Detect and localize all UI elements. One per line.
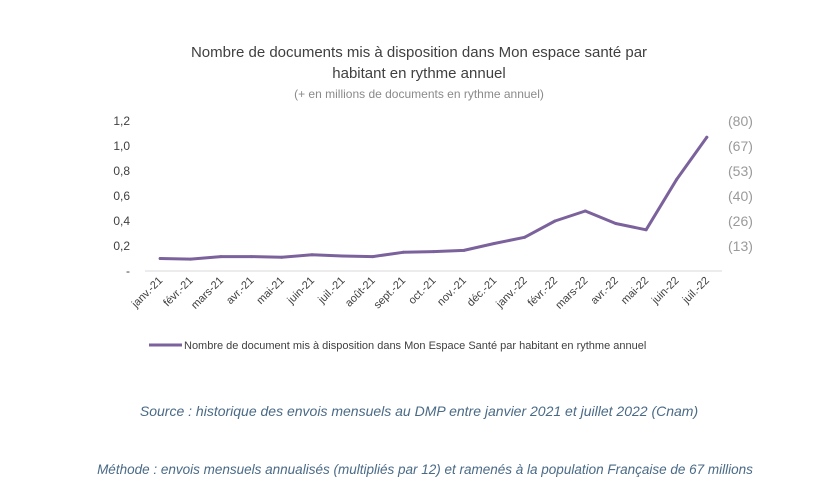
data-point <box>340 254 344 258</box>
x-tick-label: juin-22 <box>649 275 682 308</box>
y-axis-left: - 0,2 0,4 0,6 0,8 1,0 1,2 <box>113 114 130 278</box>
x-tick-label: avr.-22 <box>589 275 621 307</box>
data-point <box>189 257 193 261</box>
legend-label: Nombre de document mis à disposition dan… <box>184 340 646 352</box>
y-tick-label: 0,8 <box>113 164 130 178</box>
chart-subtitle: (+ en millions de documents en rythme an… <box>294 87 544 101</box>
chart-title-line-2: habitant en rythme annuel <box>332 65 505 82</box>
method-note: Méthode : envois mensuels annualisés (mu… <box>97 462 753 477</box>
y2-tick-label: (26) <box>728 213 753 229</box>
x-tick-label: mai-21 <box>255 275 287 307</box>
data-point <box>553 219 557 223</box>
data-point <box>705 135 709 139</box>
data-point <box>462 248 466 252</box>
x-tick-label: sept.-21 <box>372 275 409 312</box>
y-tick-label: 1,2 <box>113 114 130 128</box>
y2-tick-label: (53) <box>728 163 753 179</box>
data-point <box>401 250 405 254</box>
line-chart: Nombre de documents mis à disposition da… <box>113 44 753 352</box>
data-point <box>310 253 314 257</box>
y-tick-label: 0,4 <box>113 214 130 228</box>
x-axis: janv.-21févr.-21mars-21avr.-21mai-21juin… <box>129 275 712 312</box>
y2-tick-label: (13) <box>728 238 753 254</box>
y-tick-label: 0,2 <box>113 239 130 253</box>
data-point <box>158 257 162 260</box>
y2-tick-label: (80) <box>728 113 753 129</box>
y2-tick-label: (40) <box>728 188 753 204</box>
source-note: Source : historique des envois mensuels … <box>139 403 699 419</box>
x-tick-label: mai-22 <box>619 275 651 307</box>
x-tick-label: janv.-21 <box>129 275 165 311</box>
data-point <box>583 209 587 213</box>
data-point <box>674 178 678 182</box>
y-tick-label: - <box>126 264 130 278</box>
data-point <box>492 242 496 245</box>
x-tick-label: janv.-22 <box>493 275 529 311</box>
x-tick-label: nov.-21 <box>435 275 469 309</box>
x-tick-label: déc.-21 <box>465 275 499 309</box>
data-point <box>644 228 648 232</box>
data-point <box>219 255 223 259</box>
y-tick-label: 1,0 <box>113 139 130 153</box>
legend: Nombre de document mis à disposition dan… <box>149 340 646 352</box>
x-tick-label: juin-21 <box>285 275 318 308</box>
y-tick-label: 0,6 <box>113 189 130 203</box>
data-point <box>614 222 618 225</box>
chart-title-line-1: Nombre de documents mis à disposition da… <box>191 44 647 61</box>
x-tick-label: mars-21 <box>189 275 226 312</box>
y2-tick-label: (67) <box>728 138 753 154</box>
x-tick-label: oct.-21 <box>406 275 438 307</box>
series-lines <box>158 135 709 261</box>
data-point <box>432 250 435 254</box>
y-axis-right: (13) (26) (40) (53) (67) (80) <box>728 113 753 254</box>
x-tick-label: mars-22 <box>553 275 590 312</box>
data-point <box>249 255 253 259</box>
data-point <box>371 255 375 259</box>
data-point <box>523 235 527 239</box>
data-point <box>280 255 284 259</box>
series-line <box>158 135 709 261</box>
x-tick-label: juil.-22 <box>680 275 712 307</box>
x-tick-label: avr.-21 <box>224 275 256 307</box>
